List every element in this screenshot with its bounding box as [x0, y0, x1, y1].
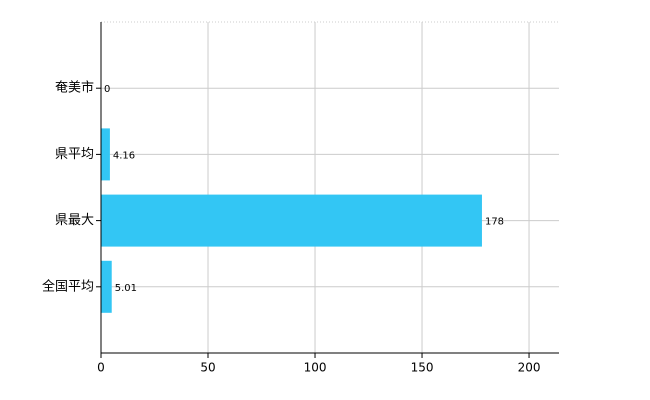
y-tick-label: 全国平均: [42, 278, 94, 294]
bar: [101, 194, 482, 247]
y-tick-label: 県最大: [55, 213, 94, 228]
bar: [101, 128, 110, 181]
x-tick-label: 150: [411, 361, 434, 375]
x-tick-label: 50: [200, 361, 215, 375]
y-tick-label: 奄美市: [55, 80, 94, 96]
value-label: 178: [485, 217, 504, 228]
x-tick-label: 100: [304, 361, 327, 375]
value-label: 4.16: [113, 150, 135, 161]
y-tick-label: 県平均: [55, 147, 94, 162]
value-label: 0: [104, 84, 110, 95]
bar: [101, 260, 112, 313]
x-tick-label: 200: [518, 361, 541, 375]
x-tick-label: 0: [97, 361, 105, 375]
value-label: 5.01: [115, 283, 137, 294]
